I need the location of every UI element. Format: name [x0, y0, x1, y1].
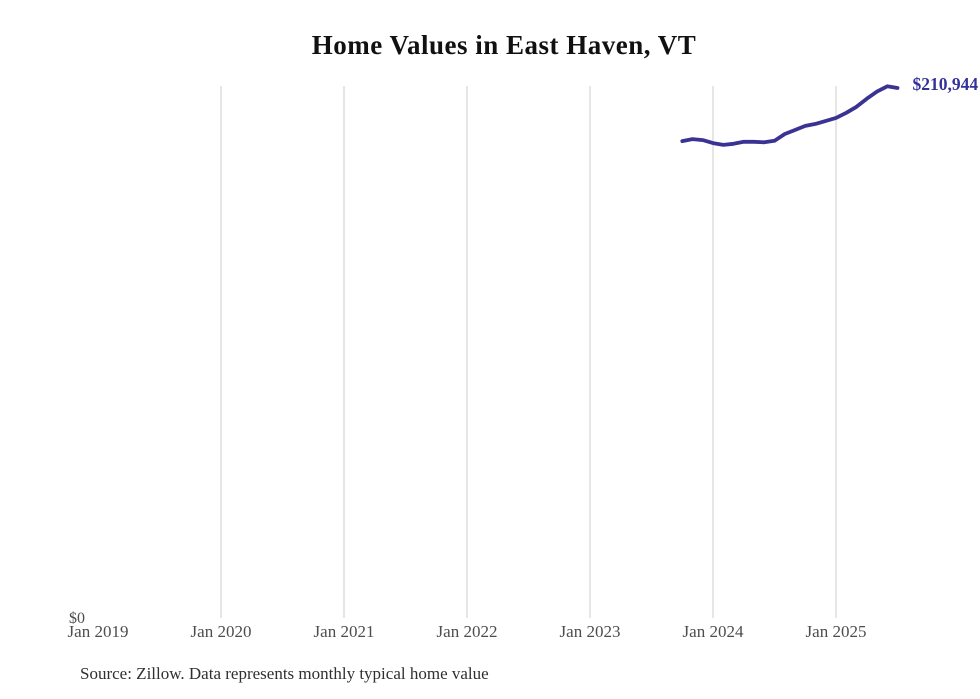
chart-title: Home Values in East Haven, VT [311, 30, 697, 60]
x-tick-label: Jan 2019 [67, 622, 129, 641]
home-value-line-series [680, 84, 900, 147]
x-tick-label: Jan 2020 [190, 622, 252, 641]
source-note: Source: Zillow. Data represents monthly … [80, 664, 489, 683]
latest-value-label: $210,944 [912, 74, 979, 94]
x-tick-label: Jan 2024 [682, 622, 744, 641]
x-tick-label: Jan 2022 [436, 622, 498, 641]
x-tick-label: Jan 2021 [313, 622, 375, 641]
y-axis-zero-label: $0 [69, 610, 85, 627]
x-tick-label: Jan 2023 [559, 622, 621, 641]
vertical-gridlines [220, 86, 837, 618]
x-tick-label: Jan 2025 [805, 622, 867, 641]
